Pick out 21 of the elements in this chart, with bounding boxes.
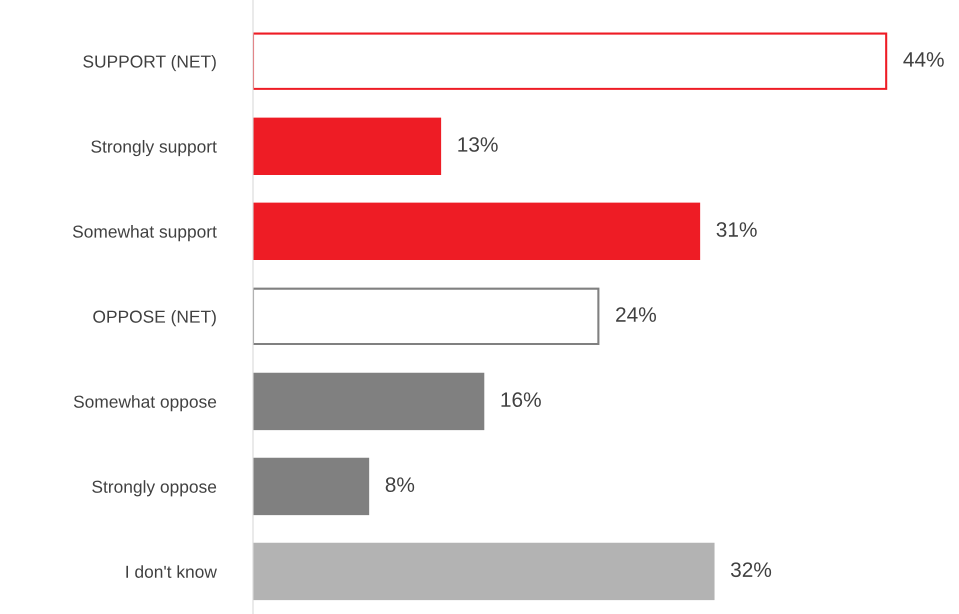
data-label: 16% (502, 392, 541, 407)
data-label: 31% (716, 222, 757, 237)
data-label: 44% (903, 52, 944, 67)
y-tick-label: OPPOSE (NET) (93, 310, 216, 326)
bar (253, 202, 700, 260)
y-tick-label: I don't know (126, 565, 217, 578)
y-tick-label: Somewhat support (72, 225, 217, 242)
y-tick-label: Strongly oppose (92, 480, 216, 496)
data-label: 24% (616, 307, 656, 322)
bar (253, 118, 442, 175)
y-tick-label: Strongly support (91, 140, 217, 156)
bar (253, 458, 370, 516)
data-label: 8% (386, 477, 414, 492)
bar (253, 288, 600, 346)
bar (253, 32, 888, 90)
bar (253, 542, 715, 600)
data-label: 32% (730, 562, 772, 578)
y-tick-label: Somewhat oppose (74, 395, 216, 412)
data-label: 13% (458, 137, 498, 152)
bar (253, 372, 484, 430)
y-tick-label: SUPPORT (NET) (83, 54, 216, 72)
